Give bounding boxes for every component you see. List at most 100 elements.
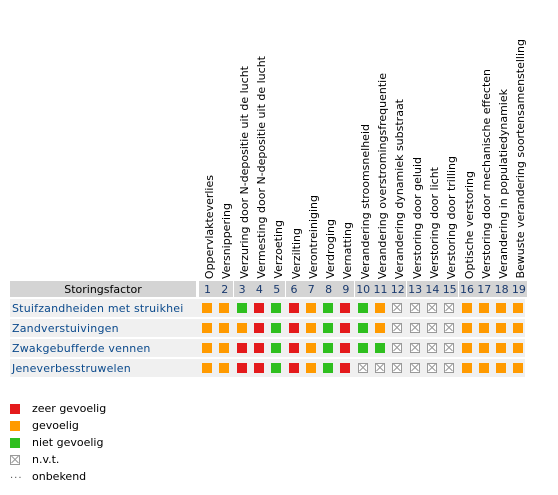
sensitivity-cell-orange (236, 323, 247, 333)
sensitivity-cell-red (253, 343, 264, 353)
sensitivity-cell-orange (478, 323, 489, 333)
sensitivity-cell-orange (461, 363, 472, 373)
factor-number-7: 7 (302, 281, 320, 297)
sensitivity-cell-orange (219, 363, 230, 373)
factor-header-label: Oppervlakteverlies (203, 174, 216, 279)
factor-header-label: Verstoring door trilling (445, 155, 459, 279)
factor-header-5: Verzoeting (268, 0, 287, 279)
factor-header-label: Verandering stroomsnelheid (358, 123, 372, 279)
sensitivity-cell-na (375, 363, 385, 373)
factor-header-11: Verandering overstromingsfrequentie (372, 0, 391, 279)
sensitivity-cell-na (444, 323, 455, 333)
sensitivity-cell-red (340, 303, 351, 313)
sensitivity-cell-orange (496, 343, 507, 353)
factor-header-2: Versnippering (216, 0, 235, 279)
sensitivity-cell-green (375, 343, 385, 353)
sensitivity-cell-green (323, 323, 334, 333)
sensitivity-cell-orange (305, 303, 316, 313)
factor-header-12: Verandering dynamiek substraat (389, 0, 408, 279)
factor-number-6: 6 (285, 281, 303, 297)
sensitivity-cell-orange (478, 363, 489, 373)
factor-number-19: 19 (510, 281, 528, 297)
sensitivity-cell-green (323, 343, 334, 353)
sensitivity-cell-red (288, 323, 299, 333)
factor-header-label: Verzilting (289, 227, 303, 279)
sensitivity-cell-orange (513, 363, 524, 373)
factor-header-label: Verdroging (324, 219, 338, 279)
factor-header-4: Vermesting door N-depositie uit de lucht (251, 0, 270, 279)
legend-label: n.v.t. (32, 453, 60, 466)
legend-swatch-red (10, 404, 20, 414)
sensitivity-cell-orange (202, 343, 212, 353)
sensitivity-cell-orange (305, 323, 316, 333)
legend-label: onbekend (32, 470, 87, 483)
sensitivity-cell-na (409, 323, 420, 333)
sensitivity-cell-na (409, 303, 420, 313)
table-header-label: Storingsfactor (10, 281, 196, 297)
factor-header-label: Verandering dynamiek substraat (393, 98, 407, 279)
factor-header-10: Verandering stroomsnelheid (355, 0, 374, 279)
factor-header-19: Bewuste verandering soortensamenstelling (510, 0, 529, 279)
sensitivity-cell-na (426, 303, 437, 313)
factor-number-15: 15 (441, 281, 459, 297)
sensitivity-cell-orange (461, 343, 472, 353)
sensitivity-cell-na (392, 363, 403, 373)
sensitivity-cell-na (444, 363, 455, 373)
sensitivity-cell-orange (478, 343, 489, 353)
sensitivity-cell-green (357, 343, 368, 353)
factor-header-6: Verzilting (286, 0, 305, 279)
sensitivity-cell-na (409, 363, 420, 373)
sensitivity-cell-orange (461, 323, 472, 333)
sensitivity-cell-na (392, 323, 403, 333)
sensitivity-cell-green (271, 303, 282, 313)
sensitivity-cell-orange (513, 303, 524, 313)
factor-number-13: 13 (406, 281, 424, 297)
factor-header-17: Verstoring door mechanische effecten (476, 0, 495, 279)
factor-header-18: Verandering in populatiedynamiek (493, 0, 512, 279)
sensitivity-cell-na (444, 303, 455, 313)
factor-header-label: Bewuste verandering soortensamenstelling (514, 39, 528, 279)
sensitivity-cell-green (357, 323, 368, 333)
sensitivity-cell-orange (496, 363, 507, 373)
sensitivity-cell-orange (513, 323, 524, 333)
factor-header-15: Verstoring door trilling (441, 0, 460, 279)
sensitivity-cell-orange (478, 303, 489, 313)
sensitivity-cell-orange (219, 303, 230, 313)
factor-number-16: 16 (458, 281, 476, 297)
sensitivity-cell-orange (219, 323, 230, 333)
factor-number-2: 2 (216, 281, 234, 297)
habitat-name-link[interactable]: Zwakgebufferde vennen (12, 341, 151, 355)
sensitivity-cell-red (340, 363, 351, 373)
factor-number-1: 1 (199, 281, 216, 297)
habitat-name-link[interactable]: Jeneverbesstruwelen (12, 361, 131, 375)
sensitivity-cell-red (236, 343, 247, 353)
sensitivity-cell-orange (305, 343, 316, 353)
sensitivity-cell-red (288, 303, 299, 313)
factor-header-label: Optische verstoring (462, 170, 476, 279)
sensitivity-cell-red (288, 343, 299, 353)
factor-header-label: Verstoring door mechanische effecten (479, 69, 493, 279)
factor-header-label: Vermesting door N-depositie uit de lucht (254, 56, 268, 279)
sensitivity-cell-na (444, 343, 455, 353)
factor-number-12: 12 (389, 281, 407, 297)
habitat-name-link[interactable]: Stuifzandheiden met struikhei (12, 301, 184, 315)
habitat-name-link[interactable]: Zandverstuivingen (12, 321, 119, 335)
factor-header-label: Verstoring door geluid (410, 156, 424, 279)
sensitivity-cell-orange (375, 303, 385, 313)
sensitivity-cell-orange (461, 303, 472, 313)
sensitivity-cell-green (323, 363, 334, 373)
factor-header-label: Vernatting (341, 221, 355, 279)
sensitivity-cell-orange (496, 303, 507, 313)
legend-label: zeer gevoelig (32, 402, 107, 415)
factor-number-11: 11 (372, 281, 389, 297)
sensitivity-cell-red (253, 323, 264, 333)
factor-header-14: Verstoring door licht (424, 0, 443, 279)
sensitivity-cell-na (426, 343, 437, 353)
factor-header-label: Verandering in populatiedynamiek (497, 89, 511, 279)
factor-number-3: 3 (233, 281, 251, 297)
factor-header-label: Versnippering (220, 203, 234, 279)
factor-number-17: 17 (475, 281, 493, 297)
factor-header-16: Optische verstoring (459, 0, 478, 279)
sensitivity-cell-red (253, 363, 264, 373)
legend-label: gevoelig (32, 419, 79, 432)
